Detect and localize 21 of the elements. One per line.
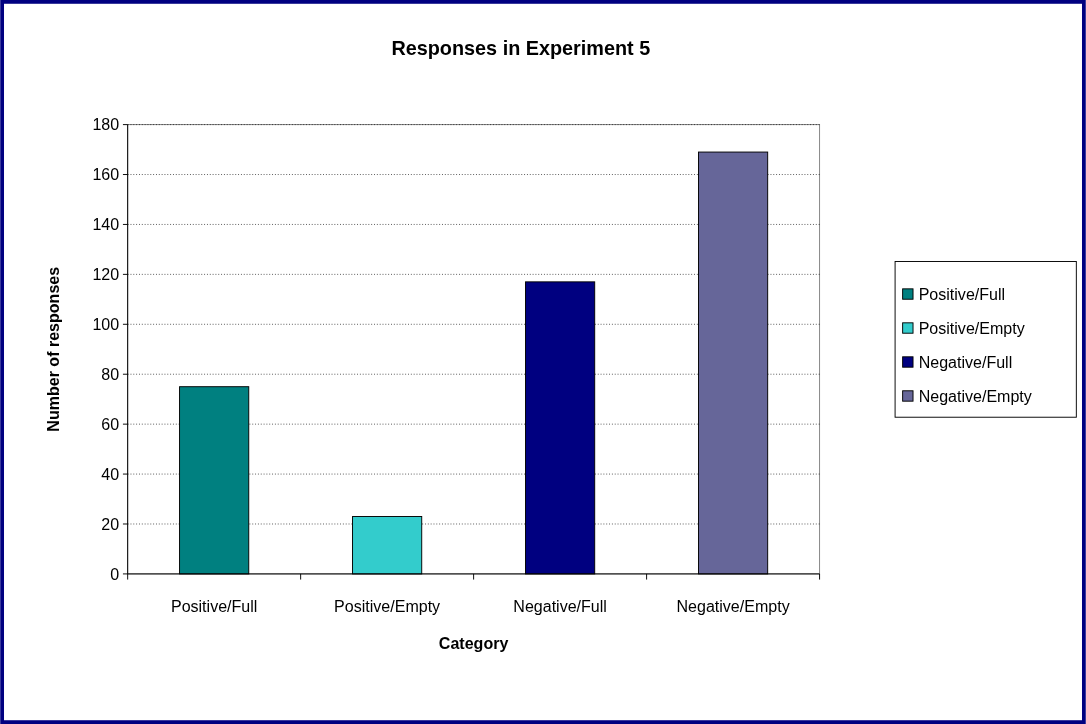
y-axis-title: Number of responses bbox=[43, 266, 62, 432]
y-tick-label: 60 bbox=[101, 414, 120, 433]
y-tick-label: 100 bbox=[92, 314, 120, 333]
y-tick-label: 0 bbox=[110, 564, 120, 583]
y-tick-label: 80 bbox=[101, 364, 120, 383]
x-axis-title: Category bbox=[438, 634, 509, 653]
legend-label: Positive/Full bbox=[918, 285, 1006, 304]
y-tick-label: 20 bbox=[101, 514, 120, 533]
x-tick-label: Positive/Full bbox=[170, 596, 258, 615]
x-tick-label: Negative/Empty bbox=[676, 596, 790, 615]
y-tick-label: 40 bbox=[101, 464, 120, 483]
y-tick-label: 120 bbox=[92, 264, 120, 283]
chart-title: Responses in Experiment 5 bbox=[391, 36, 651, 59]
y-tick-label: 140 bbox=[92, 215, 120, 234]
x-tick-label: Positive/Empty bbox=[334, 596, 441, 615]
x-tick-label: Negative/Full bbox=[513, 596, 607, 615]
legend-label: Negative/Empty bbox=[918, 387, 1032, 406]
legend-label: Negative/Full bbox=[918, 353, 1013, 372]
y-tick-label: 160 bbox=[92, 165, 120, 184]
legend-label: Positive/Empty bbox=[918, 319, 1025, 338]
y-tick-label: 180 bbox=[92, 115, 120, 134]
